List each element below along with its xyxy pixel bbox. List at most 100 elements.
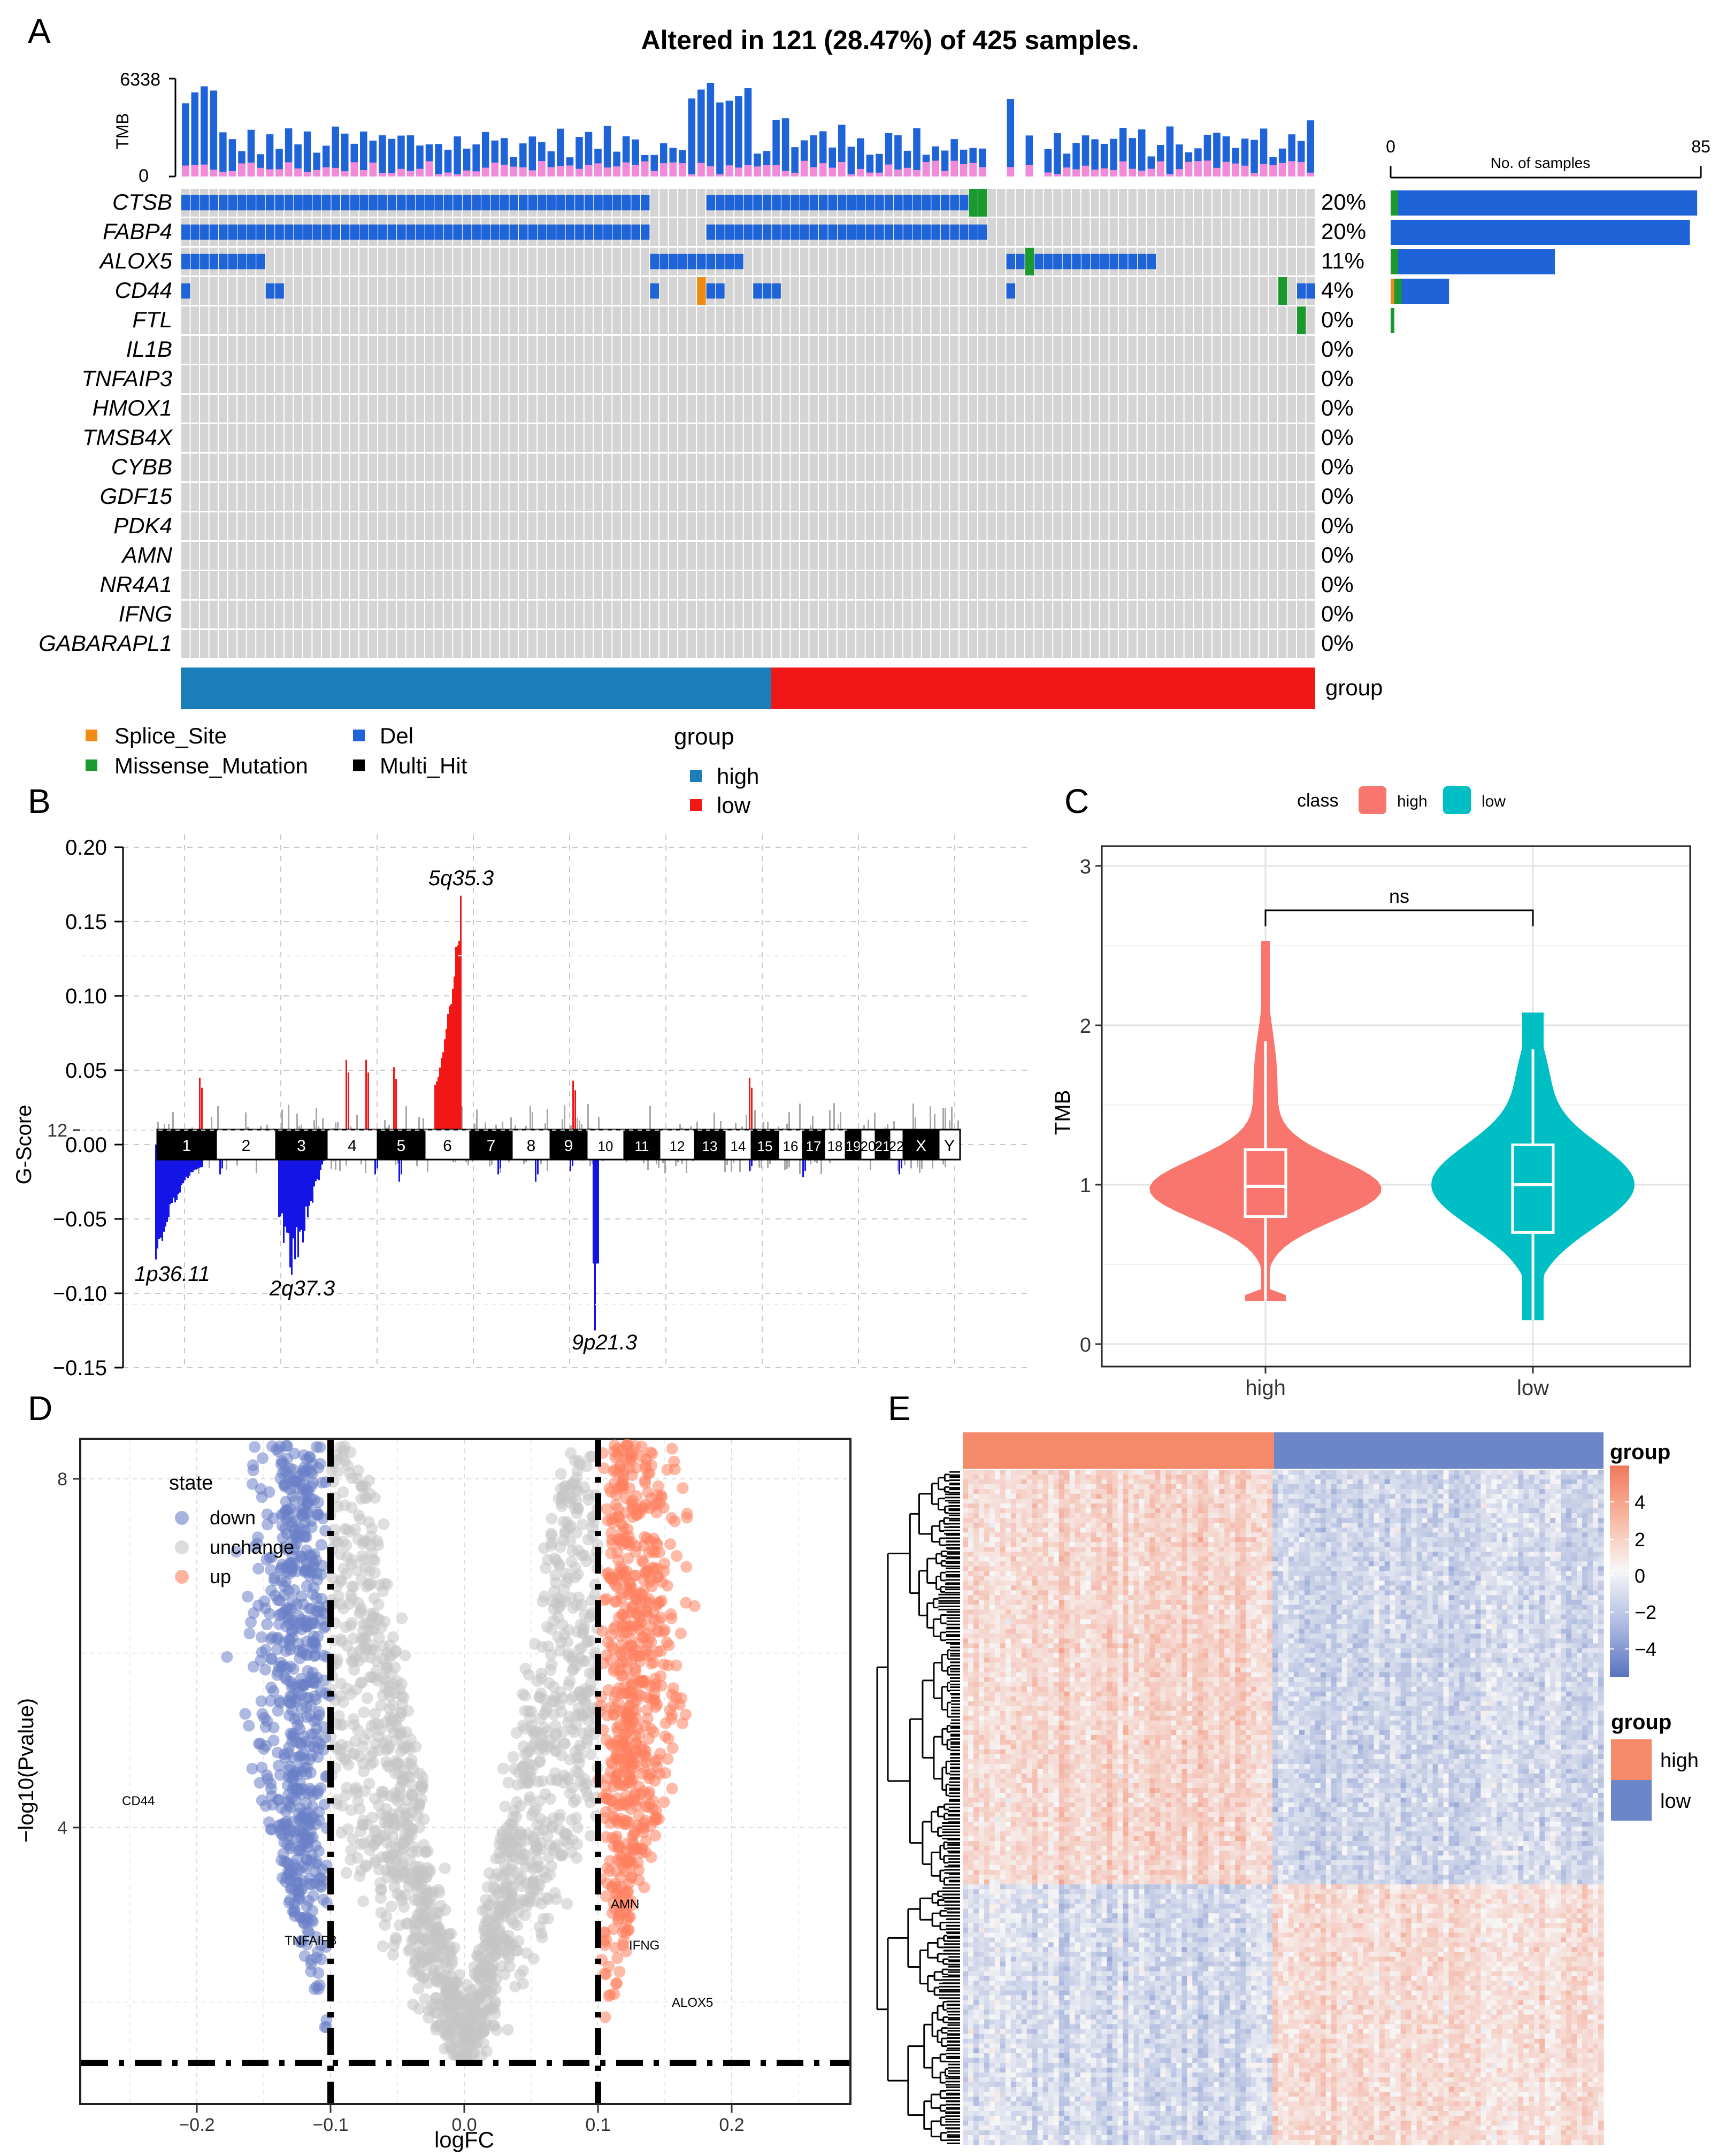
gistic-amp-bar-chr5 [458,940,460,1145]
oncoplot-mutation-del [284,195,294,211]
oncoplot-cell [1137,424,1146,452]
oncoplot-cell [434,365,443,393]
oncoplot-cell [1231,454,1240,481]
oncoplot-cell [1213,542,1221,570]
gene-label-ftl: FTL [132,307,172,332]
oncoplot-cell [1147,630,1156,658]
oncoplot-cell [950,336,958,364]
oncoplot-mutation-del [809,224,818,240]
oncoplot-cell [959,630,968,658]
oncoplot-cell [321,306,331,334]
oncoplot-cell [256,395,265,423]
oncoplot-cell [856,365,865,393]
oncoplot-cell [734,424,743,452]
oncoplot-cell [425,571,434,599]
oncoplot-cell [1184,542,1193,570]
oncoplot-cell [256,542,265,570]
tmb-bar-segment [547,167,555,177]
oncoplot-cell [884,248,893,275]
oncoplot-cell [791,512,799,540]
oncoplot-cell [856,277,865,305]
oncoplot-cell [762,336,771,364]
oncoplot-cell [284,601,293,628]
oncoplot-cell [678,277,687,305]
oncoplot-cell [312,512,321,540]
oncoplot-cell [997,512,1006,540]
oncoplot-cell [828,248,837,275]
oncoplot-cell [1044,277,1053,305]
oncoplot-cell [622,336,631,364]
oncoplot-cell [875,542,884,570]
oncoplot-cell [1091,189,1099,217]
oncoplot-mutation-del [622,195,631,211]
tmb-bar [1251,140,1258,177]
tmb-bar-segment [379,173,386,177]
oncoplot-cell [1259,365,1268,393]
oncoplot-cell [865,483,874,511]
oncoplot-cell [294,512,302,540]
oncoplot-cell [1100,424,1109,452]
volcano-point [378,1577,390,1590]
chromosome-label-18: 18 [827,1138,843,1154]
oncoplot-cell [1231,248,1240,275]
oncoplot-cell [612,424,621,452]
oncoplot-cell [875,248,884,275]
tmb-bar [201,86,208,177]
oncoplot-cell [828,630,837,658]
tmb-bar [397,135,405,177]
oncoplot-cell [434,424,443,452]
tmb-bar [1166,126,1174,177]
oncoplot-cell [369,601,378,628]
oncoplot-cell [284,306,293,334]
oncoplot-cell [894,395,902,423]
oncoplot-cell [387,571,396,599]
oncoplot-cell [1006,571,1015,599]
oncoplot-cell [538,601,546,628]
volcano-point [357,1895,370,1907]
oncoplot-cell [256,306,265,334]
tmb-bar-segment [1044,172,1052,177]
volcano-point [352,1597,365,1609]
oncoplot-cell [284,512,293,540]
oncoplot-cell [1081,336,1090,364]
oncoplot-cell [1297,424,1306,452]
oncoplot-cell [462,601,471,628]
oncoplot-cell [669,218,678,246]
oncoplot-cell [256,630,265,658]
oncoplot-cell [190,306,200,334]
oncoplot-cell [940,630,949,658]
oncoplot-cell [640,542,649,570]
tmb-bar-segment [576,168,583,177]
oncoplot-cell [781,424,790,452]
volcano-point [395,1726,408,1738]
gistic-del-bar-chr1 [155,1145,157,1260]
oncoplot-cell [565,601,574,628]
oncoplot-mutation-del [565,224,575,240]
oncoplot-mutation-del [716,224,725,240]
chromosome-band-13 [694,1129,726,1161]
oncoplot-cell [1156,424,1165,452]
oncoplot-cell [1072,512,1080,540]
legend-del-swatch [353,730,365,741]
oncoplot-cell [1194,542,1202,570]
volcano-point [377,1790,389,1802]
volcano-point [398,1740,410,1752]
volcano-point [382,1740,395,1753]
oncoplot-cell [856,601,865,628]
oncoplot-cell [1240,601,1249,628]
oncoplot-cell [1044,512,1053,540]
oncoplot-cell [594,365,602,393]
oncoplot-cell [978,630,987,658]
oncoplot-cell [828,336,837,364]
oncoplot-cell [875,336,884,364]
oncoplot-mutation-del [331,224,340,240]
oncoplot-cell [1091,306,1099,334]
tmb-bar [866,155,874,177]
oncoplot-mutation-del [256,224,265,240]
volcano-point [386,1849,398,1861]
gistic-neutral-bar [564,1105,565,1145]
oncoplot-cell [519,542,527,570]
volcano-point [272,1594,284,1606]
oncoplot-cell [453,424,462,452]
